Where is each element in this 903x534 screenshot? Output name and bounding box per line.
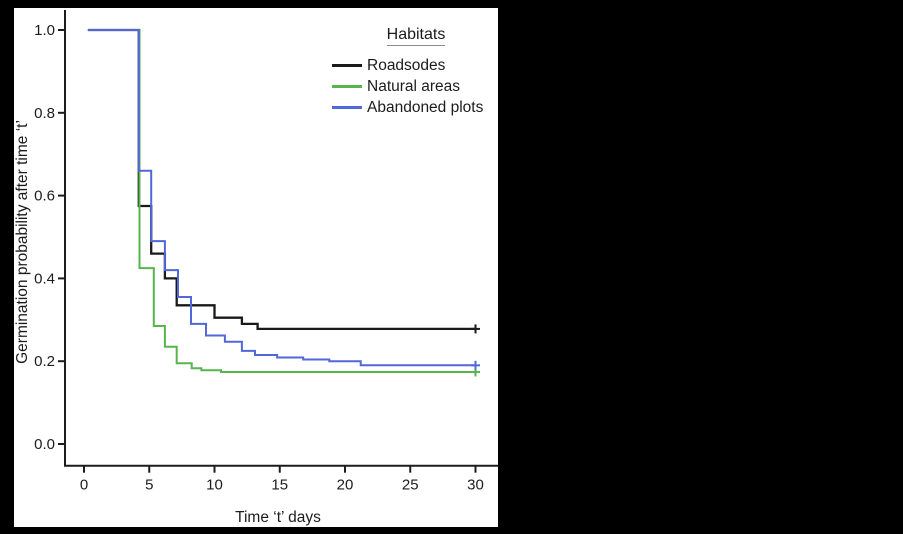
y-tick-label: 1.0 bbox=[34, 22, 55, 39]
survival-chart: 0.0 0.2 0.4 0.6 0.8 1.0 0 5 10 15 20 25 30 bbox=[34, 10, 498, 494]
y-tick-label: 0.4 bbox=[34, 270, 55, 287]
x-tick-label: 0 bbox=[80, 477, 88, 494]
roadsodes-line-swatch bbox=[332, 64, 362, 67]
series-curve-natural-areas bbox=[87, 29, 476, 373]
legend-title-wrap: Habitats bbox=[332, 26, 500, 46]
legend-label-abandoned-plots: Abandoned plots bbox=[367, 98, 484, 116]
x-tick-label: 10 bbox=[206, 477, 223, 494]
legend-label-natural-areas: Natural areas bbox=[367, 77, 461, 95]
y-tick-label: 0.6 bbox=[34, 188, 55, 205]
x-tick-label: 20 bbox=[337, 477, 354, 494]
legend-title: Habitats bbox=[386, 26, 446, 46]
natural-areas-line-swatch bbox=[332, 85, 362, 88]
y-axis-title: Germination probability after time ‘t’ bbox=[14, 120, 31, 364]
series-curve-abandoned-plots bbox=[87, 29, 476, 367]
x-tick-label: 25 bbox=[402, 477, 419, 494]
legend-item-roadsodes: Roadsodes bbox=[332, 55, 500, 76]
x-tick-label: 5 bbox=[145, 477, 153, 494]
legend-item-abandoned-plots: Abandoned plots bbox=[332, 97, 500, 118]
y-tick-label: 0.0 bbox=[34, 436, 55, 453]
series-curve-roadsodes bbox=[87, 28, 476, 331]
legend-label-roadsodes: Roadsodes bbox=[367, 56, 446, 74]
y-tick-label: 0.8 bbox=[34, 105, 55, 122]
legend-item-natural-areas: Natural areas bbox=[332, 76, 500, 97]
x-tick-label: 30 bbox=[467, 477, 484, 494]
abandoned-plots-line-swatch bbox=[332, 106, 362, 109]
x-axis-title: Time ‘t’ days bbox=[235, 509, 321, 526]
x-tick-label: 15 bbox=[271, 477, 288, 494]
plot-area: 0.0 0.2 0.4 0.6 0.8 1.0 0 5 10 15 20 25 30 Germinati… bbox=[14, 8, 498, 527]
y-tick-label: 0.2 bbox=[34, 353, 55, 370]
legend: Habitats Roadsodes Natural areas Abandon… bbox=[332, 26, 500, 118]
